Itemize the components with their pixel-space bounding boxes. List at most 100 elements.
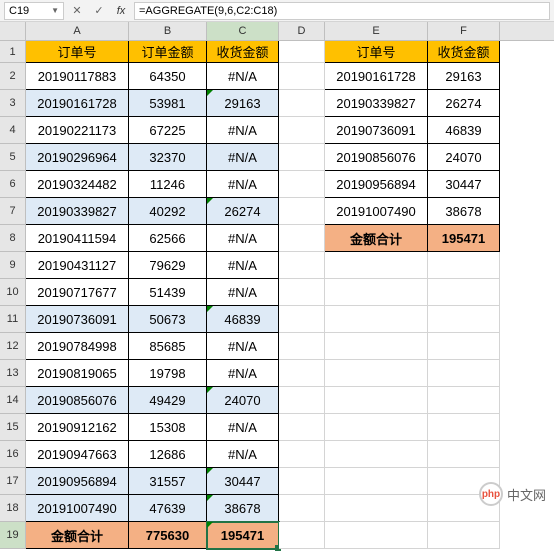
cell-C1[interactable]: 收货金额	[207, 41, 279, 63]
cell-A15[interactable]: 20190912162	[26, 414, 129, 441]
cell-B16[interactable]: 12686	[129, 441, 207, 468]
cell-E3[interactable]: 20190339827	[325, 90, 428, 117]
row-header-14[interactable]: 14	[0, 387, 26, 414]
cell-B18[interactable]: 47639	[129, 495, 207, 522]
cell-F4[interactable]: 46839	[428, 117, 500, 144]
cell-C15[interactable]: #N/A	[207, 414, 279, 441]
row-header-1[interactable]: 1	[0, 41, 26, 63]
cell-F12[interactable]	[428, 333, 500, 360]
cell-D18[interactable]	[279, 495, 325, 522]
cell-F9[interactable]	[428, 252, 500, 279]
cell-A8[interactable]: 20190411594	[26, 225, 129, 252]
cell-D3[interactable]	[279, 90, 325, 117]
cell-B9[interactable]: 79629	[129, 252, 207, 279]
cell-C7[interactable]: 26274	[207, 198, 279, 225]
col-header-E[interactable]: E	[325, 22, 428, 40]
row-header-3[interactable]: 3	[0, 90, 26, 117]
cell-E7[interactable]: 20191007490	[325, 198, 428, 225]
cell-D1[interactable]	[279, 41, 325, 63]
cell-F10[interactable]	[428, 279, 500, 306]
cell-A14[interactable]: 20190856076	[26, 387, 129, 414]
cell-E18[interactable]	[325, 495, 428, 522]
cell-F8[interactable]: 195471	[428, 225, 500, 252]
cell-B2[interactable]: 64350	[129, 63, 207, 90]
cell-E2[interactable]: 20190161728	[325, 63, 428, 90]
cell-F6[interactable]: 30447	[428, 171, 500, 198]
cell-E13[interactable]	[325, 360, 428, 387]
cell-A7[interactable]: 20190339827	[26, 198, 129, 225]
confirm-icon[interactable]: ✓	[90, 2, 108, 20]
row-header-19[interactable]: 19	[0, 522, 26, 549]
cell-B15[interactable]: 15308	[129, 414, 207, 441]
cell-B11[interactable]: 50673	[129, 306, 207, 333]
cell-B3[interactable]: 53981	[129, 90, 207, 117]
cell-E6[interactable]: 20190956894	[325, 171, 428, 198]
cell-D7[interactable]	[279, 198, 325, 225]
cell-D17[interactable]	[279, 468, 325, 495]
cell-E10[interactable]	[325, 279, 428, 306]
cell-A6[interactable]: 20190324482	[26, 171, 129, 198]
cell-C19[interactable]: 195471	[207, 522, 279, 549]
cell-B8[interactable]: 62566	[129, 225, 207, 252]
cell-E17[interactable]	[325, 468, 428, 495]
cell-A10[interactable]: 20190717677	[26, 279, 129, 306]
cell-C11[interactable]: 46839	[207, 306, 279, 333]
cell-B10[interactable]: 51439	[129, 279, 207, 306]
cell-A18[interactable]: 20191007490	[26, 495, 129, 522]
row-header-7[interactable]: 7	[0, 198, 26, 225]
cell-C18[interactable]: 38678	[207, 495, 279, 522]
cell-D5[interactable]	[279, 144, 325, 171]
cell-B17[interactable]: 31557	[129, 468, 207, 495]
row-header-10[interactable]: 10	[0, 279, 26, 306]
cell-A4[interactable]: 20190221173	[26, 117, 129, 144]
row-header-2[interactable]: 2	[0, 63, 26, 90]
cell-B19[interactable]: 775630	[129, 522, 207, 549]
cell-C5[interactable]: #N/A	[207, 144, 279, 171]
cell-E16[interactable]	[325, 441, 428, 468]
col-header-B[interactable]: B	[129, 22, 207, 40]
cell-E9[interactable]	[325, 252, 428, 279]
row-header-6[interactable]: 6	[0, 171, 26, 198]
cell-B12[interactable]: 85685	[129, 333, 207, 360]
col-header-F[interactable]: F	[428, 22, 500, 40]
cell-C8[interactable]: #N/A	[207, 225, 279, 252]
row-header-4[interactable]: 4	[0, 117, 26, 144]
cell-D9[interactable]	[279, 252, 325, 279]
cell-F16[interactable]	[428, 441, 500, 468]
cell-D6[interactable]	[279, 171, 325, 198]
cell-A5[interactable]: 20190296964	[26, 144, 129, 171]
cell-C4[interactable]: #N/A	[207, 117, 279, 144]
col-header-C[interactable]: C	[207, 22, 279, 40]
row-header-17[interactable]: 17	[0, 468, 26, 495]
cell-E5[interactable]: 20190856076	[325, 144, 428, 171]
select-all-corner[interactable]	[0, 22, 26, 40]
row-header-13[interactable]: 13	[0, 360, 26, 387]
cell-C16[interactable]: #N/A	[207, 441, 279, 468]
cell-F14[interactable]	[428, 387, 500, 414]
cell-B4[interactable]: 67225	[129, 117, 207, 144]
name-box[interactable]: C19 ▼	[4, 2, 64, 20]
cell-E19[interactable]	[325, 522, 428, 549]
cell-F7[interactable]: 38678	[428, 198, 500, 225]
row-header-18[interactable]: 18	[0, 495, 26, 522]
cell-C14[interactable]: 24070	[207, 387, 279, 414]
col-header-A[interactable]: A	[26, 22, 129, 40]
col-header-D[interactable]: D	[279, 22, 325, 40]
row-header-15[interactable]: 15	[0, 414, 26, 441]
cell-C2[interactable]: #N/A	[207, 63, 279, 90]
cell-D11[interactable]	[279, 306, 325, 333]
cell-E12[interactable]	[325, 333, 428, 360]
cell-E8[interactable]: 金额合计	[325, 225, 428, 252]
cell-B6[interactable]: 11246	[129, 171, 207, 198]
cell-E11[interactable]	[325, 306, 428, 333]
cell-F1[interactable]: 收货金额	[428, 41, 500, 63]
cell-F5[interactable]: 24070	[428, 144, 500, 171]
cell-F3[interactable]: 26274	[428, 90, 500, 117]
chevron-down-icon[interactable]: ▼	[51, 6, 59, 15]
cell-B5[interactable]: 32370	[129, 144, 207, 171]
cell-D14[interactable]	[279, 387, 325, 414]
cell-F15[interactable]	[428, 414, 500, 441]
cell-F13[interactable]	[428, 360, 500, 387]
cell-C6[interactable]: #N/A	[207, 171, 279, 198]
cells-area[interactable]: 订单号订单金额收货金额订单号收货金额2019011788364350#N/A20…	[26, 41, 500, 549]
